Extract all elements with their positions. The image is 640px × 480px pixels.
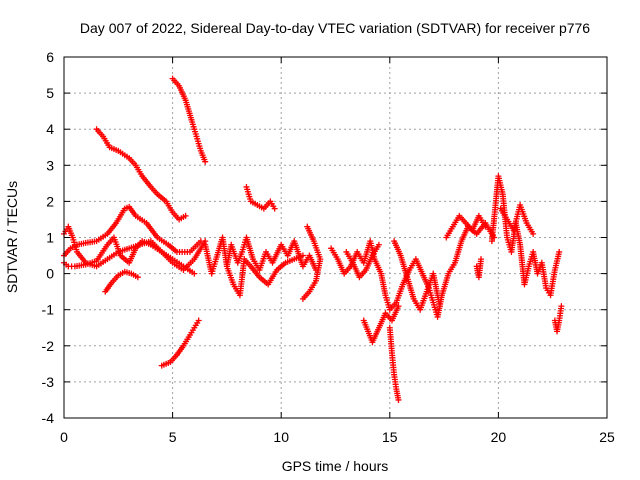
series-arc-u [551, 303, 565, 335]
series-arc-i [223, 252, 306, 299]
series-arc-l [328, 220, 498, 320]
y-axis-label: SDTVAR / TECUs [4, 181, 20, 293]
series-arc-j [243, 183, 278, 212]
series-arc-n [360, 303, 402, 346]
data-point [482, 223, 489, 230]
y-axis-ticks: -4 -3 -2 -1 0 1 2 3 4 5 6 [42, 49, 607, 426]
series-arc-a [61, 203, 204, 259]
series-arc-q [443, 212, 489, 241]
y-tick-label: 4 [46, 121, 54, 137]
data-point [558, 303, 565, 310]
y-tick-label: -4 [42, 410, 55, 426]
data-point [182, 212, 189, 219]
series-arc-m [343, 241, 382, 281]
data-points [61, 75, 565, 403]
data-point [202, 158, 209, 165]
data-point [299, 252, 306, 259]
data-point [299, 295, 306, 302]
series-arc-o [386, 324, 402, 403]
y-tick-label: -2 [42, 338, 55, 354]
series-arc-g [158, 317, 202, 369]
x-tick-label: 25 [599, 429, 615, 445]
data-point [530, 230, 537, 237]
y-tick-label: -1 [42, 302, 55, 318]
x-tick-label: 15 [382, 429, 398, 445]
data-point [395, 396, 402, 403]
data-point [436, 303, 443, 310]
series-arc-p [391, 238, 443, 313]
y-tick-label: 2 [46, 193, 54, 209]
data-point [478, 256, 485, 263]
data-point [134, 274, 141, 281]
data-point [556, 248, 563, 255]
x-axis-label: GPS time / hours [282, 458, 389, 474]
series-arc-h [202, 234, 319, 277]
y-tick-label: 6 [46, 49, 54, 65]
x-tick-label: 5 [169, 429, 177, 445]
series-arc-d [102, 268, 141, 295]
series-arc-e [93, 126, 189, 223]
data-point [191, 270, 198, 277]
chart-title: Day 007 of 2022, Sidereal Day-to-day VTE… [80, 20, 590, 36]
y-tick-label: 0 [46, 266, 54, 282]
y-tick-label: 5 [46, 85, 54, 101]
series-arc-t [497, 202, 537, 237]
data-point [195, 317, 202, 324]
data-point [375, 241, 382, 248]
y-tick-label: 1 [46, 230, 54, 246]
data-point [395, 303, 402, 310]
series-arc-r [473, 256, 485, 281]
y-tick-label: 3 [46, 157, 54, 173]
x-tick-label: 0 [60, 429, 68, 445]
series-arc-c [61, 234, 198, 277]
data-point [271, 205, 278, 212]
y-tick-label: -3 [42, 374, 55, 390]
series-arc-k [299, 223, 324, 302]
series-arc-f [169, 75, 209, 165]
x-tick-label: 10 [273, 429, 289, 445]
x-axis-ticks: 0 5 10 15 20 25 [60, 57, 615, 445]
x-tick-label: 20 [491, 429, 507, 445]
